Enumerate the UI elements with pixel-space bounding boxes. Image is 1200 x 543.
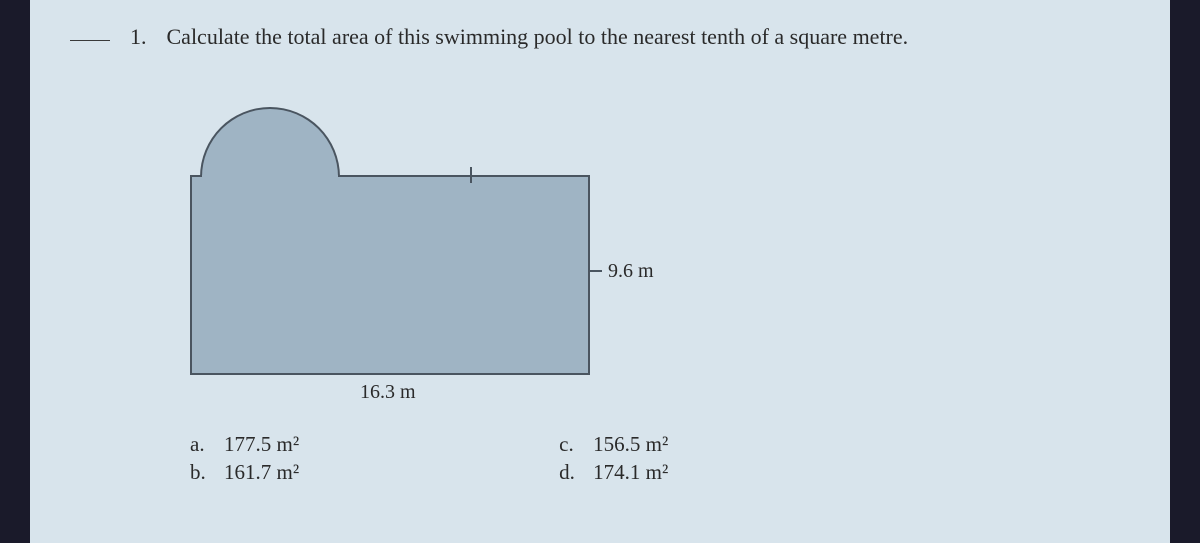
pool-figure: 9.6 m 16.3 m [190,75,670,385]
choice-value: 161.7 m² [224,458,299,486]
worksheet-page: 1. Calculate the total area of this swim… [30,0,1170,543]
answer-blank[interactable] [70,40,110,41]
question-text: Calculate the total area of this swimmin… [167,24,909,50]
choice-letter: a. [190,430,210,458]
choice-letter: d. [559,458,579,486]
choice-letter: b. [190,458,210,486]
choice-letter: c. [559,430,579,458]
choice-value: 174.1 m² [593,458,668,486]
question-number: 1. [130,24,147,50]
choice-value: 156.5 m² [593,430,668,458]
dim-right: 9.6 m [608,260,654,283]
choice-value: 177.5 m² [224,430,299,458]
answers-left-column: a. 177.5 m² b. 161.7 m² [190,430,299,487]
choice-c[interactable]: c. 156.5 m² [559,430,668,458]
pool-semicircle [200,107,340,177]
top-tick-horizontal [450,175,490,177]
answer-choices: a. 177.5 m² b. 161.7 m² c. 156.5 m² d. 1… [190,430,1130,487]
seam-cover [202,175,338,178]
pool-rectangle [190,175,590,375]
dim-bottom: 16.3 m [360,381,416,404]
choice-b[interactable]: b. 161.7 m² [190,458,299,486]
choice-d[interactable]: d. 174.1 m² [559,458,668,486]
answers-right-column: c. 156.5 m² d. 174.1 m² [559,430,668,487]
question-row: 1. Calculate the total area of this swim… [70,24,1130,50]
choice-a[interactable]: a. 177.5 m² [190,430,299,458]
right-tick [588,270,602,272]
